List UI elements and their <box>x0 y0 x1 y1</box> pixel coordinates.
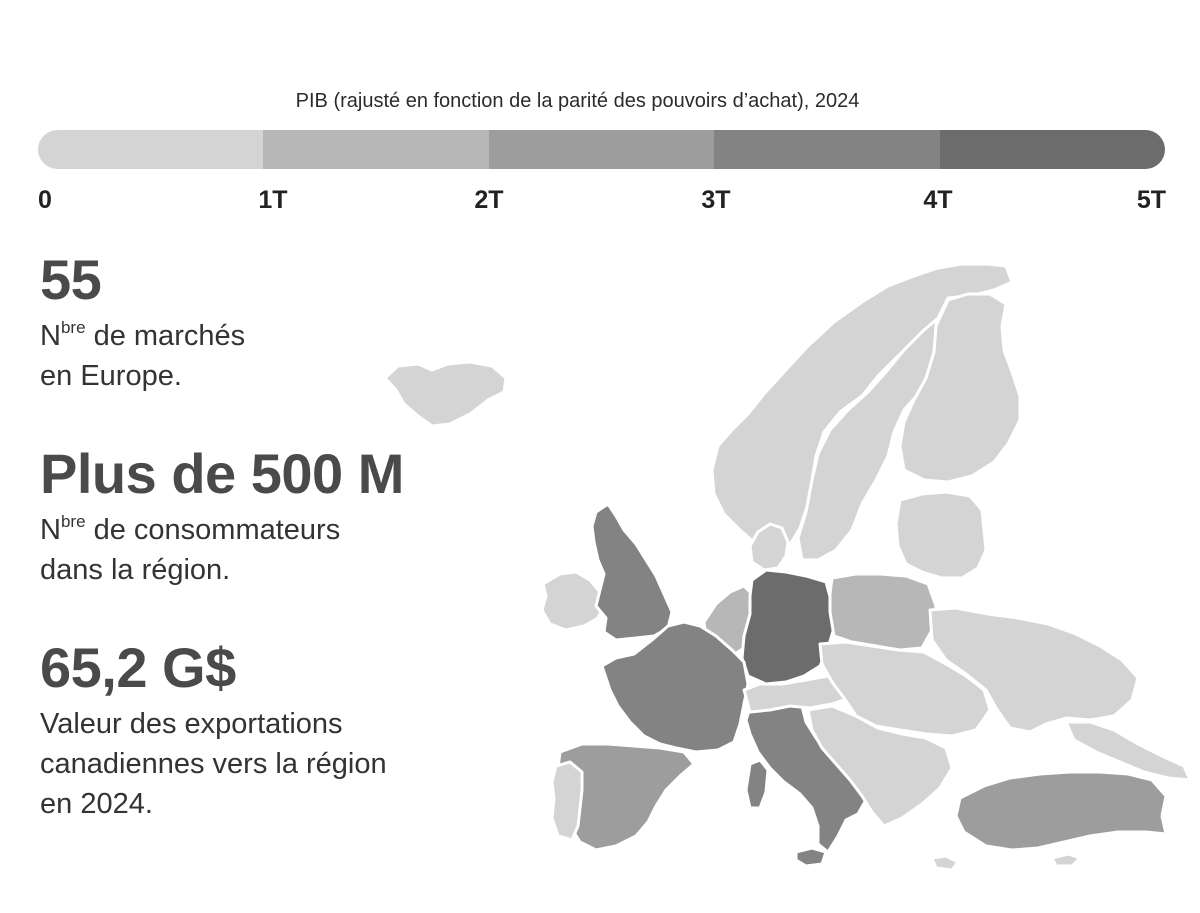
denmark <box>748 522 790 572</box>
balkans <box>806 704 954 828</box>
baltics <box>894 490 988 580</box>
tick-label: 0 <box>38 186 52 214</box>
turkey <box>954 770 1168 852</box>
united-kingdom <box>590 502 674 642</box>
tick-label: 2T <box>474 186 504 214</box>
stat-value: 55 <box>40 248 102 311</box>
tick-label: 4T <box>923 186 953 214</box>
stat-label: Nbre de marchés en Europe. <box>40 318 246 393</box>
france <box>600 620 750 754</box>
stat-exports: 65,2 G$ Valeur des exportations canadien… <box>40 640 387 824</box>
scale-segment-3t-4t <box>714 130 940 169</box>
tick-label: 3T <box>701 186 731 214</box>
stat-value: 65,2 G$ <box>40 636 236 699</box>
scale-segment-1t-2t <box>263 130 489 169</box>
russia-caucasus <box>1064 720 1192 782</box>
tick-label: 5T <box>1136 186 1166 214</box>
central-europe <box>818 640 992 738</box>
portugal <box>550 760 584 842</box>
ukraine-belarus <box>928 606 1140 734</box>
italy-sicily <box>794 846 828 868</box>
scale-tick-labels: 0 1T 2T 3T 4T 5T <box>0 186 1200 220</box>
gdp-color-scale <box>38 130 1165 169</box>
iceland <box>383 360 508 428</box>
stat-markets: 55 Nbre de marchés en Europe. <box>40 252 245 396</box>
cyprus-crete <box>930 852 1082 872</box>
stat-label: Valeur des exportations canadiennes vers… <box>40 708 387 821</box>
legend-title: PIB (rajusté en fonction de la parité de… <box>295 90 860 112</box>
stat-consumers: Plus de 500 M Nbre de consommateurs dans… <box>40 446 404 590</box>
italy <box>744 698 868 854</box>
tick-label: 1T <box>258 186 288 214</box>
scale-segment-4t-5t <box>939 130 1165 169</box>
italy-sardinia <box>744 758 770 810</box>
poland <box>828 572 938 652</box>
ireland <box>540 570 606 632</box>
scale-segment-2t-3t <box>488 130 715 169</box>
germany <box>740 568 836 686</box>
stat-label: Nbre de consommateurs dans la région. <box>40 512 341 587</box>
stat-value: Plus de 500 M <box>40 442 404 505</box>
scale-segment-0-1t <box>38 130 264 169</box>
finland <box>898 292 1022 484</box>
